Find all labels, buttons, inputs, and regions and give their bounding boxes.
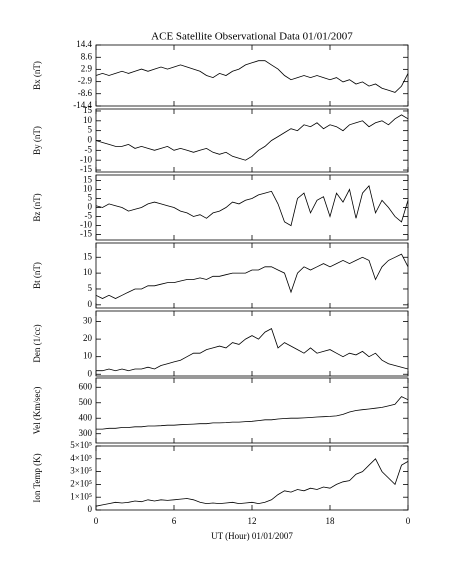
y-tick-label: 0 bbox=[88, 202, 93, 212]
panel-frame bbox=[95, 242, 409, 309]
y-tick-label: -15 bbox=[80, 164, 92, 174]
y-tick-label: 20 bbox=[83, 333, 93, 343]
y-tick-label: 400 bbox=[79, 412, 93, 422]
y-tick-label: -14.4 bbox=[73, 100, 92, 110]
y-tick-label: 0 bbox=[88, 504, 93, 514]
panel-frame bbox=[95, 174, 409, 241]
y-tick-label: -15 bbox=[80, 229, 92, 239]
y-tick-label: 14.4 bbox=[76, 39, 92, 49]
y-tick-label: -10 bbox=[80, 154, 92, 164]
y-tick-label: 0 bbox=[88, 299, 93, 309]
chart-title: ACE Satellite Observational Data 01/01/2… bbox=[151, 31, 353, 43]
y-tick-label: -5 bbox=[85, 211, 93, 221]
panel-frame bbox=[95, 310, 409, 377]
y-tick-label: -8.6 bbox=[78, 88, 93, 98]
y-tick-label: 8.6 bbox=[81, 51, 93, 61]
y-axis-label: Vel (Km/sec) bbox=[32, 387, 42, 435]
x-tick-label: 12 bbox=[248, 516, 257, 526]
y-tick-label: 3×10⁵ bbox=[70, 466, 92, 476]
y-tick-label: 30 bbox=[83, 316, 93, 326]
y-tick-label: 5 bbox=[88, 283, 93, 293]
y-tick-label: 10 bbox=[83, 267, 93, 277]
y-tick-label: -5 bbox=[85, 144, 93, 154]
y-tick-label: 2.9 bbox=[81, 63, 93, 73]
x-tick-label: 0 bbox=[406, 516, 411, 526]
panel-frame bbox=[95, 377, 409, 444]
y-axis-label: Ion Temp (K) bbox=[32, 453, 42, 502]
x-tick-label: 18 bbox=[326, 516, 336, 526]
y-tick-label: 600 bbox=[79, 381, 93, 391]
y-tick-label: 5 bbox=[88, 125, 93, 135]
y-tick-label: 500 bbox=[79, 397, 93, 407]
y-axis-label: Den (1/cc) bbox=[32, 324, 42, 362]
y-tick-label: 15 bbox=[83, 174, 93, 184]
y-tick-label: 5×10⁵ bbox=[70, 440, 92, 450]
x-tick-label: 6 bbox=[172, 516, 177, 526]
data-line bbox=[95, 184, 409, 227]
y-tick-label: 10 bbox=[83, 184, 93, 194]
panel-frame bbox=[95, 44, 409, 107]
data-line bbox=[95, 114, 409, 161]
y-tick-label: 0 bbox=[88, 368, 93, 378]
y-tick-label: 15 bbox=[83, 251, 93, 261]
y-tick-label: 15 bbox=[83, 105, 93, 115]
data-line bbox=[96, 396, 409, 430]
y-tick-label: 10 bbox=[83, 351, 93, 361]
y-tick-label: 10 bbox=[83, 115, 93, 125]
x-tick-label: 0 bbox=[94, 516, 99, 526]
y-tick-label: 2×10⁵ bbox=[70, 478, 92, 488]
panel-frame bbox=[95, 445, 409, 511]
y-axis-label: Bx (nT) bbox=[32, 61, 42, 90]
panel-frame bbox=[95, 108, 409, 173]
x-axis-label: UT (Hour) 01/01/2007 bbox=[211, 531, 293, 541]
y-tick-label: 4×10⁵ bbox=[70, 453, 92, 463]
y-tick-label: 1×10⁵ bbox=[70, 491, 92, 501]
y-tick-label: -10 bbox=[80, 220, 92, 230]
y-axis-label: Bz (nT) bbox=[32, 193, 42, 221]
y-axis-label: Bt (nT) bbox=[32, 262, 42, 289]
data-line bbox=[95, 253, 409, 299]
data-line bbox=[96, 328, 409, 372]
y-axis-label: By (nT) bbox=[32, 126, 42, 155]
y-tick-label: 300 bbox=[79, 428, 93, 438]
data-line bbox=[95, 60, 409, 93]
y-tick-label: 5 bbox=[88, 193, 93, 203]
data-line bbox=[95, 458, 409, 507]
y-tick-label: -2.9 bbox=[78, 76, 93, 86]
y-tick-label: 0 bbox=[88, 135, 93, 145]
